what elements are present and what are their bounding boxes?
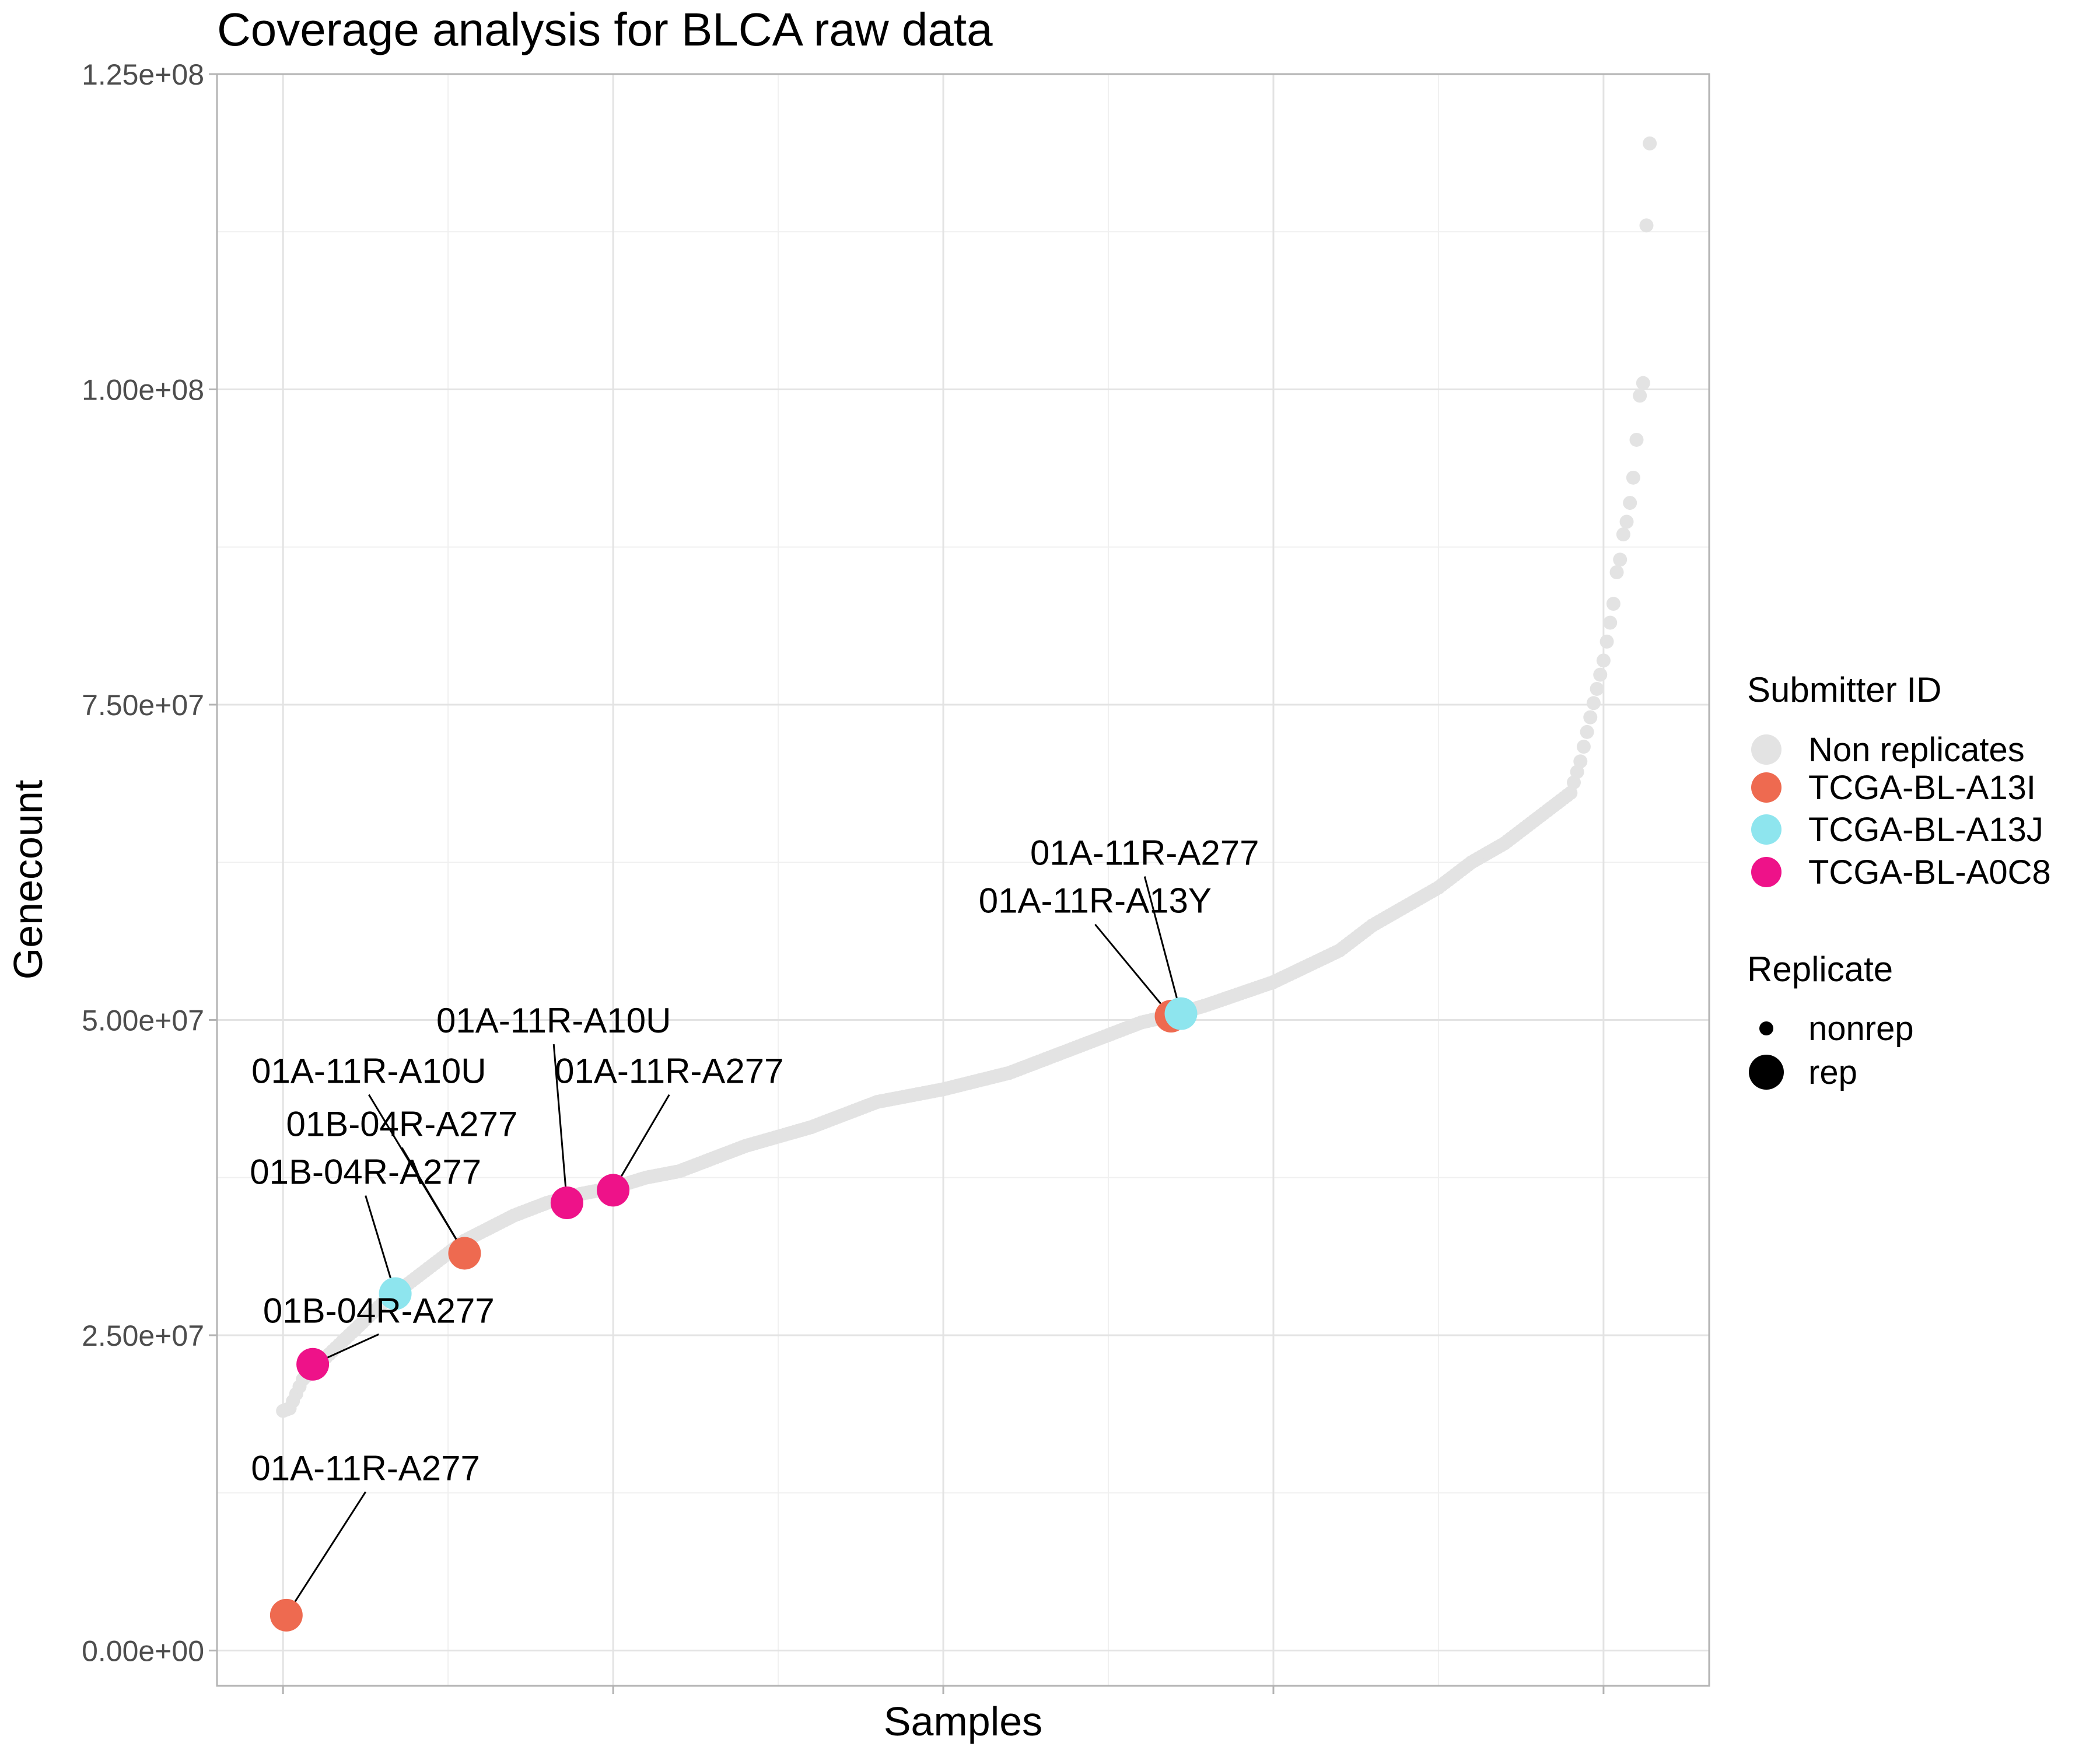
annotation-label: 01B-04R-A277	[263, 1291, 495, 1330]
plot-panel	[217, 74, 1709, 1686]
y-axis: 0.00e+00 2.50e+07 5.00e+07 7.50e+07 1.00e+08…	[82, 58, 217, 1667]
legend-label-non-replicates: Non replicates	[1808, 731, 2025, 769]
nonreplicate-point	[1580, 724, 1594, 739]
nonreplicate-point	[1623, 496, 1637, 510]
replicate-point	[448, 1237, 481, 1270]
y-tick-label: 1.25e+08	[82, 58, 204, 91]
replicate-point	[550, 1186, 583, 1219]
annotation-label: 01B-04R-A277	[286, 1104, 517, 1143]
nonreplicate-point	[1583, 710, 1598, 724]
annotation-label: 01A-11R-A13Y	[979, 881, 1212, 921]
nonreplicate-point	[1633, 388, 1647, 403]
annotation-leader-line	[365, 1195, 397, 1294]
annotation-label: 01A-11R-A277	[555, 1052, 783, 1091]
legend-key-a13j	[1751, 814, 1782, 845]
legend: Submitter ID Non replicates TCGA-BL-A13I…	[1747, 670, 2051, 1091]
annotation-leader-line	[1094, 923, 1172, 1017]
replicate-point	[270, 1598, 303, 1632]
legend-key-rep	[1749, 1055, 1784, 1090]
annotation-label: 01B-04R-A277	[250, 1153, 481, 1192]
legend-label-a0c8: TCGA-BL-A0C8	[1808, 853, 2051, 891]
legend-title-replicate: Replicate	[1747, 950, 1893, 989]
annotation-label: 01A-11R-A277	[1030, 834, 1259, 873]
nonreplicate-point	[1616, 527, 1630, 542]
annotation-leader-line	[1143, 876, 1182, 1014]
y-tick-label: 2.50e+07	[82, 1320, 204, 1352]
replicate-points	[270, 997, 1198, 1632]
replicate-point	[1164, 997, 1198, 1030]
nonreplicate-point	[1603, 615, 1618, 630]
nonreplicate-point	[1629, 432, 1644, 447]
x-axis	[282, 1686, 1605, 1694]
x-axis-title: Samples	[884, 1699, 1042, 1744]
annotation-leader-line	[285, 1491, 366, 1616]
annotation-label: 01A-11R-A10U	[251, 1052, 486, 1091]
legend-label-a13j: TCGA-BL-A13J	[1808, 811, 2043, 849]
legend-key-non-replicates	[1751, 734, 1782, 765]
plot-panel-border	[216, 73, 1710, 1687]
legend-label-rep: rep	[1808, 1054, 1857, 1091]
nonreplicate-point	[1606, 597, 1620, 611]
annotation-leader-line	[612, 1094, 670, 1191]
nonreplicate-point	[1619, 514, 1634, 529]
nonreplicate-points	[276, 136, 1657, 1418]
nonreplicate-point	[1576, 740, 1591, 754]
nonreplicate-point	[1639, 218, 1654, 233]
legend-label-nonrep: nonrep	[1808, 1010, 1914, 1048]
nonreplicate-point	[1566, 775, 1581, 790]
legend-key-a0c8	[1751, 857, 1782, 887]
legend-label-a13i: TCGA-BL-A13I	[1808, 769, 2036, 807]
nonreplicate-point	[1609, 565, 1624, 579]
replicate-point	[296, 1348, 330, 1381]
annotation-leader-lines	[285, 876, 1182, 1616]
y-tick-label: 1.00e+08	[82, 373, 204, 406]
nonreplicate-point	[1573, 754, 1588, 769]
nonreplicate-point	[1586, 696, 1601, 710]
y-tick-label: 5.00e+07	[82, 1004, 204, 1037]
annotation-label: 01A-11R-A10U	[436, 1001, 671, 1040]
annotation-leader-line	[552, 1044, 568, 1203]
annotation-leader-line	[368, 1094, 466, 1254]
chart-title: Coverage analysis for BLCA raw data	[217, 4, 993, 55]
nonreplicate-point	[1596, 653, 1611, 668]
nonreplicate-point	[1613, 552, 1628, 567]
replicate-point	[379, 1277, 412, 1310]
annotation-labels: 01A-11R-A277 01B-04R-A277 01B-04R-A277 01B-…	[250, 834, 1259, 1488]
nonreplicate-point	[1636, 376, 1650, 390]
nonreplicate-point	[1626, 470, 1640, 485]
nonreplicate-point	[1563, 786, 1578, 800]
nonreplicate-point	[1643, 136, 1657, 150]
annotation-label: 01A-11R-A277	[251, 1449, 480, 1488]
nonreplicate-point	[1600, 634, 1614, 649]
legend-key-nonrep	[1759, 1021, 1773, 1035]
legend-key-a13i	[1751, 772, 1782, 803]
nonreplicate-point	[1593, 667, 1608, 682]
replicate-point	[597, 1174, 630, 1207]
gridlines	[217, 73, 1709, 1686]
y-tick-label: 7.50e+07	[82, 689, 204, 722]
nonreplicate-point	[1570, 765, 1584, 779]
y-tick-label: 0.00e+00	[82, 1634, 204, 1667]
y-axis-title: Genecount	[5, 780, 51, 979]
nonreplicate-point	[1590, 681, 1604, 696]
legend-title-submitter: Submitter ID	[1747, 670, 1941, 709]
